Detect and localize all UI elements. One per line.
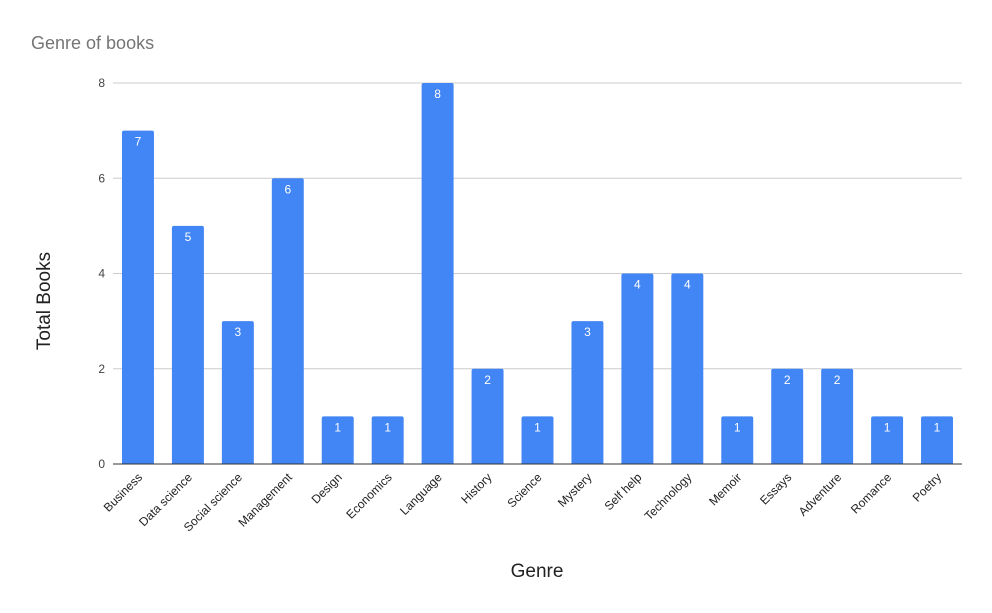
data-label: 4 <box>684 278 691 292</box>
gridlines <box>113 82 962 370</box>
data-label: 4 <box>634 278 641 292</box>
bar[interactable] <box>471 368 504 464</box>
x-tick-label: Business <box>101 470 145 514</box>
y-tick-label: 6 <box>98 171 105 185</box>
data-label: 3 <box>235 325 242 339</box>
x-tick-label: Science <box>505 470 545 510</box>
x-axis-title: Genre <box>511 561 564 582</box>
x-tick-label: Language <box>397 470 445 518</box>
x-tick-label: Romance <box>848 470 894 516</box>
x-tick-label: Memoir <box>706 470 744 508</box>
data-label: 1 <box>384 420 391 434</box>
data-label: 1 <box>934 420 941 434</box>
data-label: 2 <box>834 373 841 387</box>
x-tick-label: Poetry <box>910 470 944 504</box>
y-tick-label: 8 <box>98 76 105 90</box>
bar[interactable] <box>271 178 304 464</box>
bar[interactable] <box>721 416 754 464</box>
bar[interactable] <box>321 416 354 464</box>
bar[interactable] <box>771 368 804 464</box>
y-tick-label: 0 <box>98 457 105 471</box>
data-label: 3 <box>584 325 591 339</box>
x-tick-label: Mystery <box>555 470 595 510</box>
bar[interactable] <box>871 416 904 464</box>
x-tick-label: Adventure <box>796 470 845 519</box>
bars <box>121 83 954 465</box>
data-label: 1 <box>884 420 891 434</box>
x-tick-label: History <box>458 470 494 506</box>
bar[interactable] <box>371 416 404 464</box>
data-label: 6 <box>284 182 291 196</box>
bar[interactable] <box>571 321 604 464</box>
bar[interactable] <box>521 416 554 464</box>
data-label: 7 <box>135 135 142 149</box>
bar[interactable] <box>421 83 454 464</box>
x-tick-label: Management <box>235 470 295 530</box>
data-label: 2 <box>484 373 491 387</box>
bar[interactable] <box>921 416 954 464</box>
chart-title: Genre of books <box>31 33 154 53</box>
x-tick-label: Economics <box>343 470 394 521</box>
data-label: 5 <box>185 230 192 244</box>
data-label: 8 <box>434 87 441 101</box>
y-tick-label: 4 <box>98 267 105 281</box>
bar[interactable] <box>221 321 254 464</box>
data-label: 2 <box>784 373 791 387</box>
bar[interactable] <box>171 225 204 464</box>
bar[interactable] <box>671 273 704 465</box>
x-tick-label: Technology <box>642 470 695 523</box>
data-label: 1 <box>534 420 541 434</box>
bar[interactable] <box>621 273 654 465</box>
y-tick-label: 2 <box>98 362 105 376</box>
bar[interactable] <box>121 130 154 464</box>
x-tick-label: Essays <box>757 470 794 507</box>
y-axis-title: Total Books <box>34 252 55 350</box>
x-tick-label: Self help <box>602 470 645 513</box>
data-label: 1 <box>334 420 341 434</box>
bar[interactable] <box>821 368 854 464</box>
x-tick-label: Design <box>309 470 345 506</box>
data-label: 1 <box>734 420 741 434</box>
